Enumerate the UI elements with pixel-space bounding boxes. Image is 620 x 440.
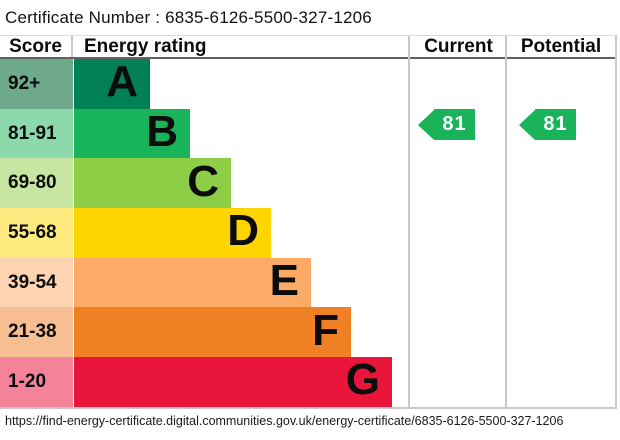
band-row-e: 39-54 E xyxy=(0,256,615,308)
score-range-label: 55-68 xyxy=(0,208,73,258)
potential-column-divider xyxy=(505,36,507,407)
current-column-header: Current xyxy=(424,36,493,57)
band-bar-d: D xyxy=(74,208,271,258)
current-rating-value: 81 xyxy=(434,109,475,140)
potential-column-header: Potential xyxy=(520,36,602,57)
band-letter: E xyxy=(269,256,299,306)
band-row-c: 69-80 C xyxy=(0,156,615,209)
score-range-label: 39-54 xyxy=(0,257,73,308)
score-range-label: 92+ xyxy=(0,59,73,109)
score-column-header: Score xyxy=(0,36,73,57)
energy-rating-column-header: Energy rating xyxy=(84,36,207,57)
band-row-d: 55-68 D xyxy=(0,208,615,258)
arrow-point-icon xyxy=(519,109,535,140)
score-range-label: 21-38 xyxy=(0,307,73,358)
band-bar-a: A xyxy=(74,59,150,109)
band-bar-c: C xyxy=(74,156,231,209)
current-rating-arrow: 81 xyxy=(418,109,475,140)
band-row-g: 1-20 G xyxy=(0,357,615,407)
band-letter: C xyxy=(187,156,219,206)
score-range-label: 69-80 xyxy=(0,158,73,209)
score-range-label: 1-20 xyxy=(0,357,73,407)
certificate-url: https://find-energy-certificate.digital.… xyxy=(5,414,564,428)
certificate-number: Certificate Number : 6835-6126-5500-327-… xyxy=(5,8,372,27)
band-letter: B xyxy=(146,107,178,157)
band-row-b: 81-91 B xyxy=(0,107,615,159)
chart-header-row: Score Energy rating Current Potential xyxy=(0,36,615,59)
band-bar-e: E xyxy=(74,256,311,308)
band-row-f: 21-38 F xyxy=(0,305,615,358)
score-range-label: 81-91 xyxy=(0,108,73,159)
potential-rating-arrow: 81 xyxy=(519,109,576,140)
band-letter: G xyxy=(345,355,380,405)
band-letter: F xyxy=(312,305,339,355)
band-bar-b: B xyxy=(74,107,190,159)
band-letter: D xyxy=(227,206,259,256)
band-bar-f: F xyxy=(74,305,351,358)
band-bar-g: G xyxy=(74,357,392,407)
band-letter: A xyxy=(106,57,138,107)
band-row-a: 92+ A xyxy=(0,59,615,109)
energy-rating-chart: Score Energy rating Current Potential 92… xyxy=(0,35,617,409)
arrow-point-icon xyxy=(418,109,434,140)
potential-rating-value: 81 xyxy=(535,109,576,140)
current-column-divider xyxy=(408,36,410,407)
band-rows: 92+ A 81-91 B 69-80 C 55-68 xyxy=(0,59,615,407)
